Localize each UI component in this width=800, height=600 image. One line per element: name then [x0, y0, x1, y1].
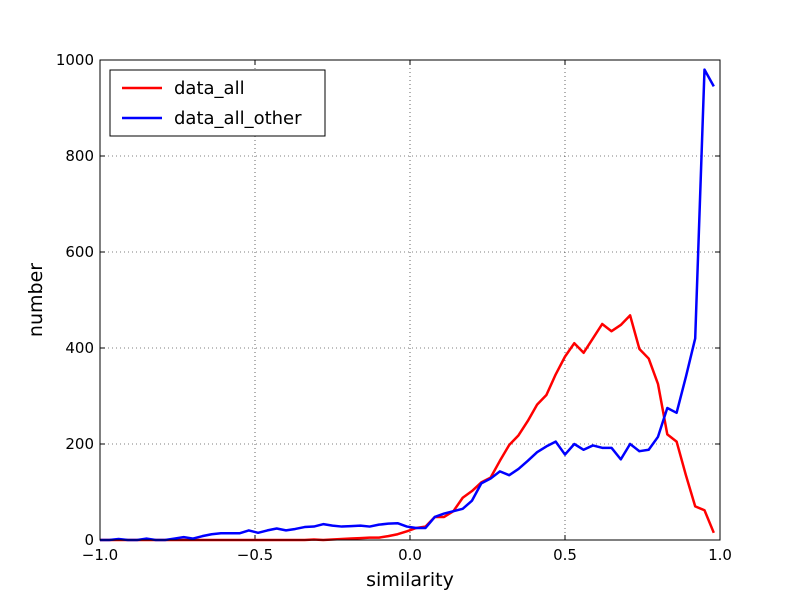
y-tick-label: 600 — [65, 243, 94, 261]
legend-label: data_all — [174, 78, 245, 99]
y-axis-label: number — [25, 263, 47, 337]
legend-label: data_all_other — [174, 108, 302, 129]
legend-box — [109, 69, 326, 137]
plot-frame — [99, 59, 721, 541]
x-axis-label: similarity — [366, 569, 454, 591]
x-tick-label: 0.0 — [398, 546, 422, 564]
y-tick-label: 1000 — [56, 51, 94, 69]
data-line — [100, 68, 715, 542]
x-tick-label: −0.5 — [237, 546, 273, 564]
data-line — [100, 314, 715, 542]
x-tick-label: 1.0 — [708, 546, 732, 564]
y-tick-label: 800 — [65, 147, 94, 165]
x-tick-label: 0.5 — [553, 546, 577, 564]
x-tick-label: −1.0 — [82, 546, 118, 564]
y-tick-label: 0 — [84, 531, 94, 549]
y-tick-label: 200 — [65, 435, 94, 453]
y-tick-label: 400 — [65, 339, 94, 357]
